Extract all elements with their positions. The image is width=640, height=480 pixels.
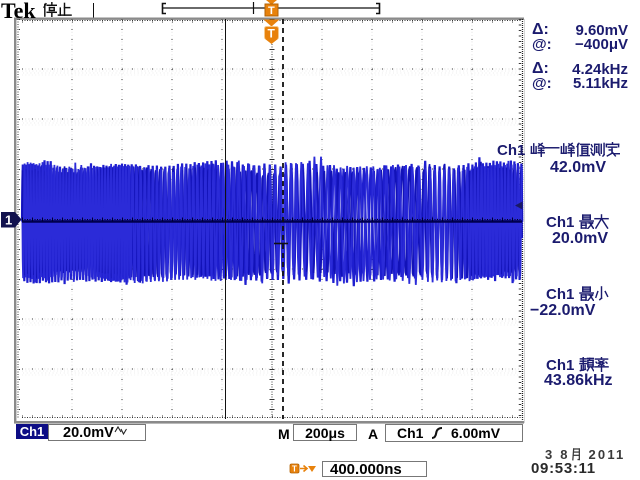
svg-text:T: T xyxy=(292,465,297,474)
svg-text:T: T xyxy=(268,27,276,41)
svg-text:T: T xyxy=(268,5,275,17)
svg-text:1: 1 xyxy=(5,213,12,228)
